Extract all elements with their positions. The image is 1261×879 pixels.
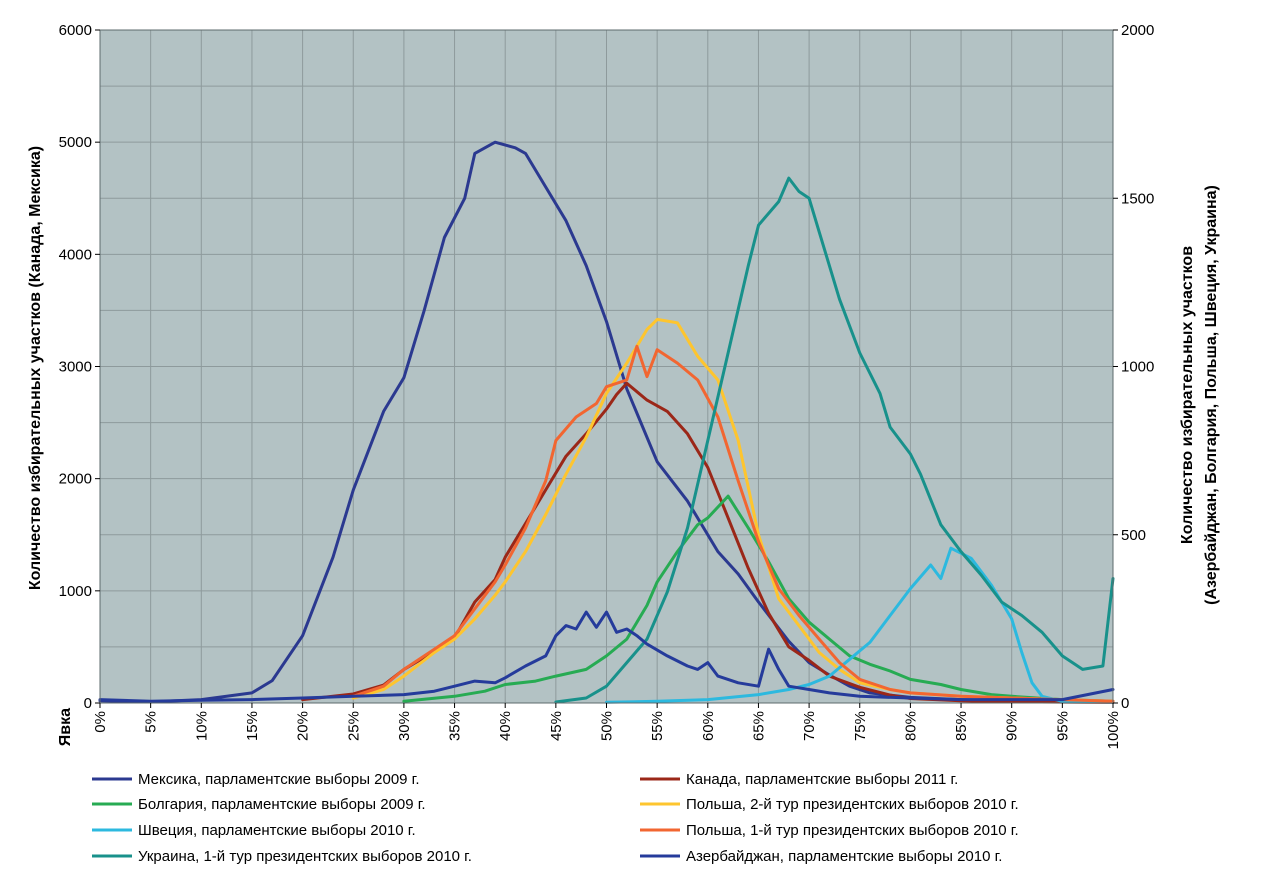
grid-lines	[99, 29, 1114, 704]
y-left-tick-label: 3000	[59, 359, 92, 376]
x-tick-label: 75%	[852, 711, 869, 741]
legend-item: Украина, 1-й тур президентских выборов 2…	[92, 848, 472, 865]
legend-item: Мексика, парламентские выборы 2009 г.	[92, 771, 419, 788]
y-left-tick-label: 5000	[59, 134, 92, 151]
series-line-0	[98, 140, 1115, 704]
legend-label: Мексика, парламентские выборы 2009 г.	[138, 771, 419, 788]
legend-label: Швеция, парламентские выборы 2010 г.	[138, 822, 416, 839]
legend-label: Канада, парламентские выборы 2011 г.	[686, 771, 958, 788]
legend-item: Польша, 2-й тур президентских выборов 20…	[640, 796, 1019, 813]
y-left-tick-label: 1000	[59, 583, 92, 600]
series-line-4	[605, 546, 1115, 704]
x-tick-label: 0%	[92, 711, 109, 733]
x-tick-label: 70%	[801, 711, 818, 741]
legend-label: Азербайджан, парламентские выборы 2010 г…	[686, 848, 1002, 865]
y-right-ticks: 0 500 1000 1500 2000	[1113, 22, 1154, 712]
x-tick-label: 20%	[295, 711, 312, 741]
series-line-6	[554, 176, 1115, 704]
x-tick-label: 100%	[1105, 711, 1122, 749]
x-tick-label: 80%	[902, 711, 919, 741]
x-tick-label: 95%	[1054, 711, 1071, 741]
y-right-tick-label: 0	[1121, 695, 1129, 712]
x-tick-label: 85%	[953, 711, 970, 741]
legend-item: Швеция, парламентские выборы 2010 г.	[92, 822, 416, 839]
x-tick-label: 30%	[396, 711, 413, 741]
y-right-tick-label: 1500	[1121, 190, 1154, 207]
x-tick-label: 90%	[1004, 711, 1021, 741]
y-right-axis-title-line2: (Азербайджан, Болгария, Польша, Швеция, …	[1203, 185, 1220, 605]
x-tick-label: 60%	[700, 711, 717, 741]
x-tick-label: 15%	[244, 711, 261, 741]
x-tick-label: 5%	[143, 711, 160, 733]
legend-item: Азербайджан, парламентские выборы 2010 г…	[640, 848, 1002, 865]
y-left-axis-title: Количество избирательных участков (Канад…	[27, 146, 44, 590]
y-right-tick-label: 500	[1121, 527, 1146, 544]
series-line-7	[98, 610, 1115, 703]
legend-item: Польша, 1-й тур президентских выборов 20…	[640, 822, 1019, 839]
x-tick-label: 25%	[345, 711, 362, 741]
y-left-tick-label: 4000	[59, 246, 92, 263]
x-tick-label: 50%	[599, 711, 616, 741]
y-left-ticks: 0 1000 2000 3000 4000 5000 6000	[59, 22, 100, 712]
y-right-tick-label: 1000	[1121, 359, 1154, 376]
y-right-tick-label: 2000	[1121, 22, 1154, 39]
legend-label: Украина, 1-й тур президентских выборов 2…	[138, 848, 472, 865]
x-tick-label: 10%	[193, 711, 210, 741]
x-tick-label: 45%	[548, 711, 565, 741]
x-tick-label: 65%	[750, 711, 767, 741]
series-line-5	[351, 344, 1115, 703]
series-line-2	[402, 494, 1115, 703]
y-left-tick-label: 0	[84, 695, 92, 712]
x-tick-label: 55%	[649, 711, 666, 741]
legend-label: Болгария, парламентские выборы 2009 г.	[138, 796, 426, 813]
x-axis-title: Явка	[57, 708, 74, 746]
x-tick-label: 40%	[497, 711, 514, 741]
legend-item: Канада, парламентские выборы 2011 г.	[640, 771, 958, 788]
legend-label: Польша, 1-й тур президентских выборов 20…	[686, 822, 1019, 839]
legend: Мексика, парламентские выборы 2009 г. Бол…	[92, 771, 1019, 865]
legend-item: Болгария, парламентские выборы 2009 г.	[92, 796, 426, 813]
x-tick-label: 35%	[447, 711, 464, 741]
legend-label: Польша, 2-й тур президентских выборов 20…	[686, 796, 1019, 813]
y-left-tick-label: 6000	[59, 22, 92, 39]
series-layer	[98, 140, 1115, 704]
y-right-axis-title-line1: Количество избирательных участков	[1179, 246, 1196, 544]
x-ticks: 0% 5% 10% 15% 20% 25% 30% 35% 40% 45% 50% 55% 60% 65%…	[92, 703, 1122, 749]
y-left-tick-label: 2000	[59, 471, 92, 488]
